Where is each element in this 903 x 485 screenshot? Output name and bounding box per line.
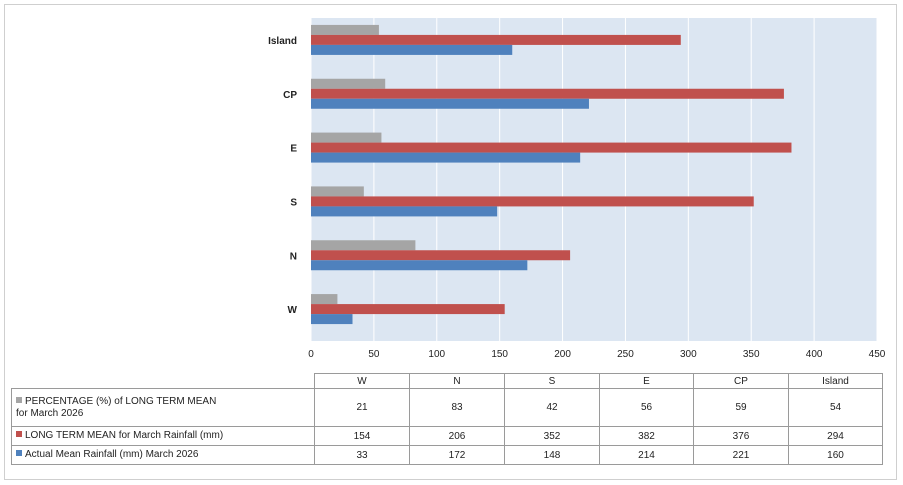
x-tick-label: 450 [869, 349, 886, 360]
bar-e-series-0 [311, 132, 382, 143]
table-cell: 154 [314, 426, 410, 446]
bar-cp-series-2 [311, 98, 589, 109]
table-cell: 21 [314, 388, 410, 427]
x-tick-label: 150 [491, 349, 508, 360]
table-cell: 352 [504, 426, 600, 446]
x-tick-label: 350 [743, 349, 760, 360]
table-cell: 294 [788, 426, 883, 446]
table-cell: 42 [504, 388, 600, 427]
bar-e-series-1 [311, 142, 792, 153]
x-tick-label: 100 [428, 349, 445, 360]
series-name-percentage: PERCENTAGE (%) of LONG TERM MEAN for Mar… [16, 395, 217, 419]
column-header-s: S [504, 373, 600, 389]
bar-n-series-2 [311, 260, 528, 271]
bar-island-series-2 [311, 44, 513, 55]
x-tick-label: 0 [308, 349, 314, 360]
table-cell: 376 [693, 426, 789, 446]
row-label-percentage: PERCENTAGE (%) of LONG TERM MEAN for Mar… [11, 388, 315, 427]
bar-n-series-1 [311, 250, 571, 261]
bar-e-series-2 [311, 152, 581, 163]
category-label: N [290, 251, 297, 262]
legend-key-gray [16, 396, 22, 403]
table-cell: 148 [504, 445, 600, 465]
bar-n-series-0 [311, 240, 416, 251]
table-cell: 56 [599, 388, 694, 427]
column-header-n: N [409, 373, 505, 389]
chart-frame: 0 50 100 150 200 250 300 350 400 450 W N S E CP Island … [4, 4, 897, 480]
category-label: E [290, 144, 297, 155]
bar-cp-series-1 [311, 88, 784, 99]
x-tick-label: 400 [806, 349, 823, 360]
table-cell: 83 [409, 388, 505, 427]
column-header-island: Island [788, 373, 883, 389]
bar-chart: 0 50 100 150 200 250 300 350 400 450 W N S E CP Island [268, 18, 886, 360]
table-cell: 221 [693, 445, 789, 465]
legend-key-blue [16, 450, 22, 456]
series-name-actual-mean: Actual Mean Rainfall (mm) March 2026 [25, 449, 199, 460]
bar-w-series-1 [311, 304, 505, 315]
category-label: Island [268, 36, 297, 47]
column-header-w: W [314, 373, 410, 389]
table-cell: 172 [409, 445, 505, 465]
bar-s-series-0 [311, 186, 364, 197]
row-label-actual-mean: Actual Mean Rainfall (mm) March 2026 [11, 445, 315, 465]
table-cell: 206 [409, 426, 505, 446]
x-tick-label: 300 [680, 349, 697, 360]
legend-key-red [16, 431, 22, 437]
data-table: W N S E CP Island PERCENTAGE (%) of LONG… [11, 373, 883, 465]
table-row-actual-mean: Actual Mean Rainfall (mm) March 2026 33 … [11, 445, 883, 465]
table-cell: 382 [599, 426, 694, 446]
x-tick-label: 200 [554, 349, 571, 360]
table-row-percentage: PERCENTAGE (%) of LONG TERM MEAN for Mar… [11, 388, 883, 427]
table-corner [11, 373, 315, 389]
bar-island-series-1 [311, 34, 681, 45]
table-cell: 214 [599, 445, 694, 465]
bar-w-series-2 [311, 314, 353, 325]
bar-island-series-0 [311, 24, 379, 35]
bar-cp-series-0 [311, 78, 386, 89]
bar-w-series-0 [311, 294, 338, 305]
table-header-row: W N S E CP Island [11, 373, 883, 389]
bar-s-series-2 [311, 206, 498, 217]
table-cell: 160 [788, 445, 883, 465]
category-label: W [288, 305, 298, 316]
category-label: S [290, 197, 297, 208]
series-name-long-term-mean: LONG TERM MEAN for March Rainfall (mm) [25, 430, 224, 441]
row-label-long-term-mean: LONG TERM MEAN for March Rainfall (mm) [11, 426, 315, 446]
column-header-cp: CP [693, 373, 789, 389]
table-cell: 59 [693, 388, 789, 427]
category-label: CP [283, 90, 297, 101]
table-cell: 33 [314, 445, 410, 465]
bar-s-series-1 [311, 196, 754, 207]
x-tick-label: 50 [368, 349, 380, 360]
table-row-long-term-mean: LONG TERM MEAN for March Rainfall (mm) 1… [11, 426, 883, 446]
plot-area [311, 18, 877, 341]
x-tick-label: 250 [617, 349, 634, 360]
column-header-e: E [599, 373, 694, 389]
table-cell: 54 [788, 388, 883, 427]
